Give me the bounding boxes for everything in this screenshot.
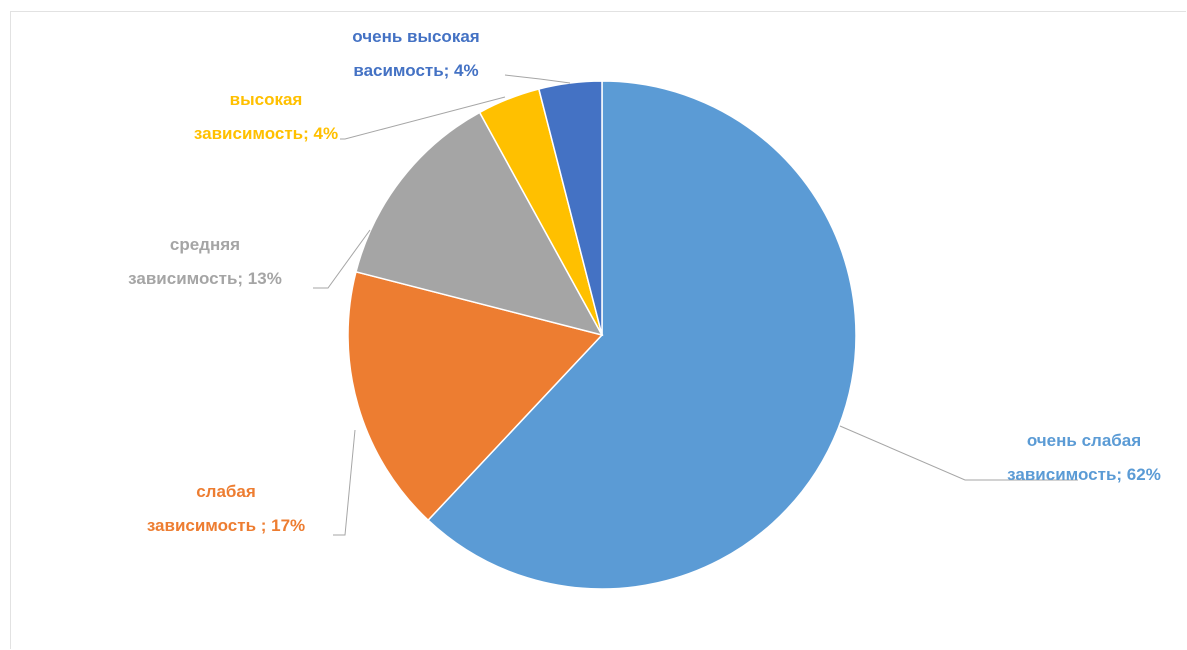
data-label-4: высокая зависимость; 4% [194,90,338,143]
data-label-line: средняя [170,235,240,254]
data-labels: очень слабая зависимость; 62% слабая зависи… [128,27,1161,535]
pie-slices [347,80,857,590]
leader-line-3 [313,229,371,289]
leader-line-2 [333,429,356,536]
data-label-line: слабая [196,482,256,501]
pie-slice-5 [537,80,603,336]
data-label-line: зависимость; 4% [194,124,338,143]
data-label-2: слабая зависимость ; 17% [147,482,305,535]
data-label-line: зависимость; 62% [1007,465,1161,484]
leader-line-4 [340,96,506,140]
data-label-1: очень слабая зависимость; 62% [1007,431,1161,484]
data-label-5: очень высокая васимость; 4% [352,27,479,80]
leader-line-5 [504,74,571,84]
pie-slice-2 [347,270,604,522]
data-label-line: очень высокая [352,27,479,46]
data-label-line: васимость; 4% [353,61,478,80]
pie-slice-1 [427,80,857,590]
data-label-line: высокая [230,90,303,109]
leader-line-1 [839,425,1078,481]
data-label-line: зависимость ; 17% [147,516,305,535]
data-label-3: средняя зависимость; 13% [128,235,282,288]
data-label-line: зависимость; 13% [128,269,282,288]
pie-slice-3 [355,111,604,337]
data-label-line: очень слабая [1027,431,1141,450]
leader-lines [313,74,1078,536]
